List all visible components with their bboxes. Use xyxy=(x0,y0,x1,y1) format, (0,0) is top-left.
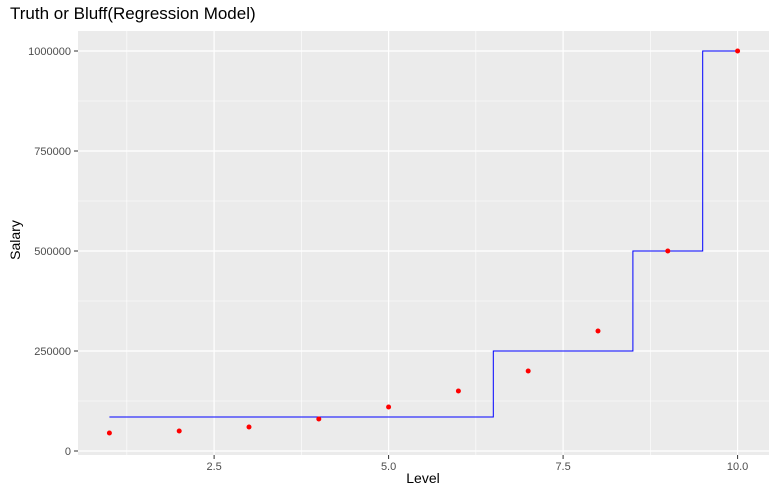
data-point xyxy=(665,248,671,254)
y-tick-label: 1000000 xyxy=(28,46,71,58)
data-point xyxy=(246,424,252,430)
y-tick-label: 750000 xyxy=(34,146,71,158)
data-points-layer xyxy=(106,48,741,436)
regression-step-line xyxy=(109,50,738,418)
y-axis: 0 250000 500000 750000 1000000 xyxy=(28,46,78,458)
data-point xyxy=(525,368,531,374)
plot-panel xyxy=(78,31,769,455)
regression-line-layer xyxy=(109,50,738,418)
chart-title: Truth or Bluff(Regression Model) xyxy=(10,4,256,23)
x-tick-label: 5.0 xyxy=(381,461,396,473)
y-tick-label: 250000 xyxy=(34,346,71,358)
data-point xyxy=(735,48,741,54)
data-point xyxy=(106,430,112,436)
data-point xyxy=(386,404,392,410)
data-point xyxy=(455,388,461,394)
data-point xyxy=(316,416,322,422)
data-point xyxy=(595,328,601,334)
data-point xyxy=(176,428,182,434)
minor-gridlines xyxy=(78,31,769,455)
x-axis-title: Level xyxy=(406,470,439,486)
x-tick-label: 2.5 xyxy=(206,461,221,473)
x-axis: 2.5 5.0 7.5 10.0 xyxy=(206,455,748,473)
x-tick-label: 7.5 xyxy=(555,461,570,473)
y-tick-label: 500000 xyxy=(34,246,71,258)
y-axis-title: Salary xyxy=(7,220,23,260)
x-tick-label: 10.0 xyxy=(727,461,748,473)
y-tick-label: 0 xyxy=(65,446,71,458)
